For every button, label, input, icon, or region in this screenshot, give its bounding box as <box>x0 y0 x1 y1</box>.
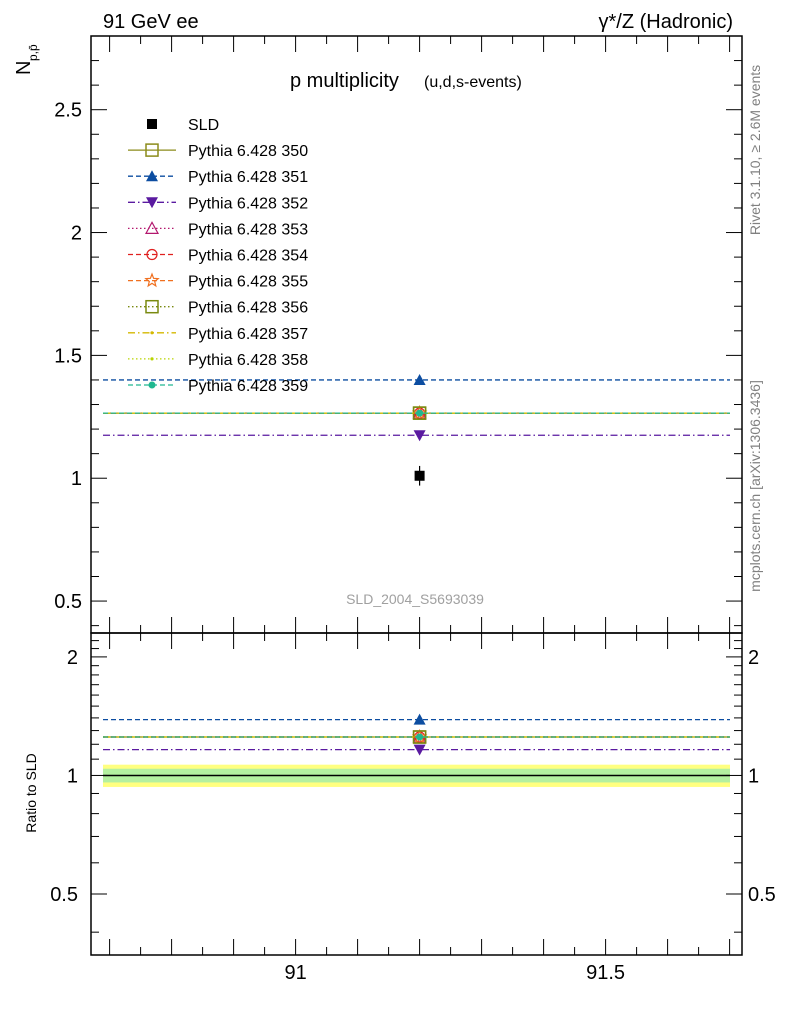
legend-marker-6 <box>144 272 160 288</box>
main-y-tick-label: 0.5 <box>54 591 82 613</box>
legend-label-2: Pythia 6.428 351 <box>188 169 308 186</box>
header-right: γ*/Z (Hadronic) <box>599 11 733 33</box>
ratio-marker-2 <box>413 713 426 725</box>
ratio-marker-10 <box>416 733 424 741</box>
legend-marker-1 <box>145 143 159 157</box>
y-axis-main-text: N <box>13 61 35 75</box>
legend-label-9: Pythia 6.428 358 <box>188 352 308 369</box>
x-tick-label: 91.5 <box>586 962 625 984</box>
legend-label-data: SLD <box>188 117 219 134</box>
legend-label-3: Pythia 6.428 352 <box>188 195 308 212</box>
main-y-tick-label: 2 <box>71 223 82 245</box>
main-layer <box>103 373 730 486</box>
series-marker-3 <box>413 430 426 442</box>
series-marker-2 <box>413 373 426 385</box>
axes-layer: 91 91.5 0.5 1 1.5 2 2.5 0.5 0.5 1 1 2 2 <box>50 35 776 984</box>
title-sub: (u,d,s-events) <box>424 74 522 91</box>
legend-label-10: Pythia 6.428 359 <box>188 378 308 395</box>
ratio-y-tick-label-left: 0.5 <box>50 884 78 906</box>
legend-label-4: Pythia 6.428 353 <box>188 221 308 238</box>
x-tick-label: 91 <box>284 962 306 984</box>
series-marker-10 <box>416 409 424 417</box>
legend-marker-4 <box>144 221 160 234</box>
legend-marker-10 <box>148 381 156 389</box>
main-y-tick-label: 1.5 <box>54 345 82 367</box>
title-main: p multiplicity <box>290 70 399 92</box>
analysis-watermark: SLD_2004_S5693039 <box>346 591 484 607</box>
y-axis-sub-text: p,p̄ <box>26 44 40 61</box>
ratio-y-tick-label-right: 1 <box>748 765 759 787</box>
main-y-axis-label: N p,p̄ <box>13 44 40 75</box>
legend-label-6: Pythia 6.428 355 <box>188 274 308 291</box>
ratio-frame <box>90 632 743 956</box>
ratio-marker-3 <box>413 744 426 756</box>
legend-marker-5 <box>146 248 158 261</box>
ratio-y-tick-label-right: 2 <box>748 647 759 669</box>
legend-marker-8 <box>150 331 154 335</box>
ratio-layer <box>103 713 730 787</box>
main-y-tick-label: 1 <box>71 468 82 490</box>
header-left: 91 GeV ee <box>103 11 199 33</box>
legend-marker-2 <box>146 170 158 182</box>
ratio-y-tick-label-left: 2 <box>67 647 78 669</box>
legend-label-5: Pythia 6.428 354 <box>188 248 308 265</box>
legend-label-1: Pythia 6.428 350 <box>188 143 308 160</box>
chart-title: p multiplicity (u,d,s-events) <box>290 70 522 92</box>
rivet-label: Rivet 3.1.10, ≥ 2.6M events <box>747 65 763 235</box>
main-y-tick-label: 2.5 <box>54 100 82 122</box>
legend-marker-3 <box>146 197 158 209</box>
legend-label-7: Pythia 6.428 356 <box>188 300 308 317</box>
legend-marker-data <box>147 119 157 129</box>
legend: SLD Pythia 6.428 350 Pythia 6.428 351 Pythi… <box>128 117 308 395</box>
legend-marker-7 <box>145 299 159 314</box>
ratio-y-axis-label: Ratio to SLD <box>23 753 39 832</box>
data-point <box>414 470 425 481</box>
mcplots-label: mcplots.cern.ch [arXiv:1306.3436] <box>747 380 763 592</box>
legend-marker-9 <box>150 357 154 361</box>
ratio-y-tick-label-left: 1 <box>67 765 78 787</box>
ratio-y-tick-label-right: 0.5 <box>748 884 776 906</box>
legend-label-8: Pythia 6.428 357 <box>188 326 308 343</box>
